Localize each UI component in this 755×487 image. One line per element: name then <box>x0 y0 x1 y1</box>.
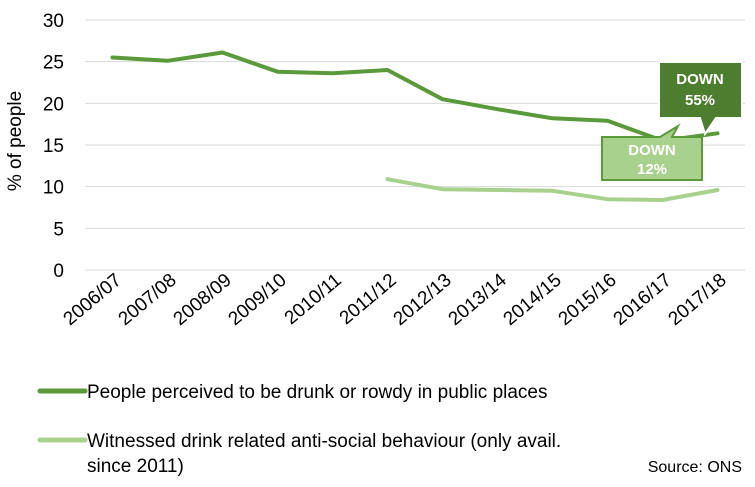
x-tick-label: 2009/10 <box>225 270 291 330</box>
x-tick-label: 2007/08 <box>115 270 181 330</box>
x-tick-label: 2006/07 <box>60 270 126 330</box>
y-tick-label: 30 <box>43 11 64 32</box>
x-tick-label: 2015/16 <box>555 270 621 330</box>
callout-down-12-line1: DOWN <box>628 142 676 159</box>
x-axis-ticks: 2006/072007/082008/092009/102010/112011/… <box>60 269 731 330</box>
y-tick-label: 20 <box>43 94 64 115</box>
callout-down-12: DOWN 12% <box>602 126 702 180</box>
y-tick-label: 5 <box>53 219 64 240</box>
x-tick-label: 2008/09 <box>170 270 236 330</box>
series-line-perceived <box>113 53 718 141</box>
source-note: Source: ONS <box>648 459 742 476</box>
callout-down-55: DOWN 55% <box>659 62 742 134</box>
legend-label-perceived: People perceived to be drunk or rowdy in… <box>87 382 548 403</box>
y-tick-label: 15 <box>43 136 64 157</box>
legend: People perceived to be drunk or rowdy in… <box>40 382 561 477</box>
x-tick-label: 2013/14 <box>445 269 511 330</box>
x-tick-label: 2014/15 <box>500 270 566 330</box>
y-axis-ticks: 0 5 10 15 20 25 30 <box>43 11 64 282</box>
y-tick-label: 10 <box>43 178 64 199</box>
y-tick-label: 25 <box>43 53 64 74</box>
x-tick-label: 2012/13 <box>390 270 456 330</box>
x-tick-label: 2011/12 <box>336 270 401 329</box>
series-line-witnessed <box>388 179 718 200</box>
legend-label-witnessed-line2: since 2011) <box>87 456 184 477</box>
x-tick-label: 2017/18 <box>665 270 731 330</box>
callout-down-12-line2: 12% <box>637 161 667 178</box>
legend-label-witnessed-line1: Witnessed drink related anti-social beha… <box>87 431 561 452</box>
y-axis-label: % of people <box>5 91 26 191</box>
y-tick-label: 0 <box>53 261 64 282</box>
x-tick-label: 2010/11 <box>281 270 346 329</box>
x-tick-label: 2016/17 <box>610 270 676 330</box>
callout-down-55-line2: 55% <box>685 92 715 109</box>
callout-down-55-line1: DOWN <box>676 71 724 88</box>
